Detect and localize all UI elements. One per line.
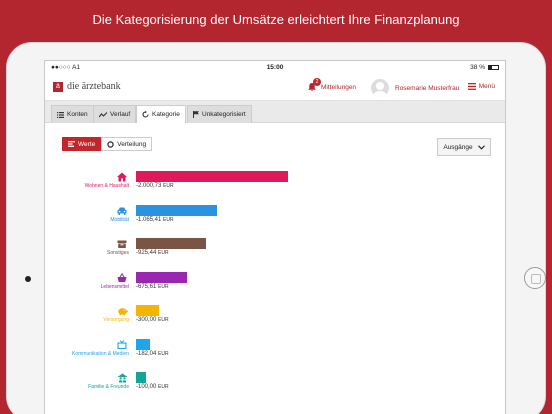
carrier-signal: ●●○○○ A1 xyxy=(51,64,81,71)
notifications-button[interactable]: 2 Mitteilungen xyxy=(307,78,357,92)
notification-badge: 2 xyxy=(313,78,321,86)
list-icon xyxy=(57,111,64,118)
basket-icon xyxy=(117,270,127,282)
tab-unkategorisiert[interactable]: Unkategorisiert xyxy=(187,105,252,123)
category-label: Wohnen & Haushalt xyxy=(84,183,129,189)
status-bar: ●●○○○ A1 15:00 38 % xyxy=(45,61,505,75)
category-bar xyxy=(136,305,159,316)
bell-icon: 2 xyxy=(307,78,321,92)
tab-label: Kategorie xyxy=(152,111,180,118)
category-bar xyxy=(136,338,150,350)
category-panel: Werte Verteilung Ausgänge Wohnen & Haush… xyxy=(45,123,505,413)
distribution-toggle-button[interactable]: Verteilung xyxy=(101,137,153,151)
promo-headline: Die Kategorisierung der Umsätze erleicht… xyxy=(92,12,460,27)
menu-button[interactable]: Menü xyxy=(467,83,495,90)
category-amount: -300,00 EUR xyxy=(136,317,169,323)
avatar xyxy=(371,79,389,97)
tab-label: Konten xyxy=(67,111,88,118)
status-time: 15:00 xyxy=(266,64,284,71)
category-row[interactable]: Lebensmittel -675,61 EUR xyxy=(45,270,505,300)
bars-icon xyxy=(68,141,75,147)
tab-konten[interactable]: Konten xyxy=(51,105,94,123)
category-row[interactable]: Wohnen & Haushalt -2.000,73 EUR xyxy=(45,169,505,199)
people-icon xyxy=(117,370,128,383)
category-amount: -100,00 EUR xyxy=(136,384,169,390)
flag-icon xyxy=(193,111,199,118)
car-icon xyxy=(117,203,127,215)
category-bar xyxy=(136,372,146,383)
category-label: Sonstiges xyxy=(107,250,129,256)
direction-select[interactable]: Ausgänge xyxy=(437,138,491,156)
tab-verlauf[interactable]: Verlauf xyxy=(93,105,137,123)
ring-icon xyxy=(107,140,114,148)
logo-text: die ärztebank xyxy=(67,81,121,92)
menu-label: Menü xyxy=(478,83,495,90)
category-label: Kommunikation & Medien xyxy=(72,350,129,357)
tab-label: Verlauf xyxy=(110,111,131,118)
trend-icon xyxy=(99,111,107,117)
box-icon xyxy=(117,236,127,248)
tab-kategorie[interactable]: Kategorie xyxy=(136,105,186,123)
category-amount: -182,04 EUR xyxy=(136,350,169,357)
category-row[interactable]: Versorgung -300,00 EUR xyxy=(45,303,505,333)
category-row[interactable]: Kommunikation & Medien -182,04 EUR xyxy=(45,337,505,367)
tab-label: Unkategorisiert xyxy=(202,111,246,118)
category-label: Familie & Freunde xyxy=(88,384,129,390)
refresh-icon xyxy=(142,111,149,118)
home-button[interactable] xyxy=(524,267,546,289)
category-amount: -2.000,73 EUR xyxy=(136,183,174,189)
values-toggle-button[interactable]: Werte xyxy=(62,137,102,151)
category-amount: -1.065,41 EUR xyxy=(136,216,174,223)
hamburger-icon xyxy=(467,83,476,90)
category-bar xyxy=(136,204,217,216)
category-row[interactable]: Familie & Freunde -100,00 EUR xyxy=(45,370,505,400)
notifications-label: Mitteilungen xyxy=(321,83,357,91)
bank-logo[interactable]: ä die ärztebank xyxy=(53,81,121,92)
category-amount: -925,44 EUR xyxy=(136,250,169,256)
logo-mark-icon: ä xyxy=(53,81,63,92)
category-bar xyxy=(136,271,188,283)
category-amount: -675,61 EUR xyxy=(136,283,169,290)
direction-select-value: Ausgänge xyxy=(443,143,473,151)
category-bar xyxy=(136,238,207,249)
category-row[interactable]: Mobilität -1.065,41 EUR xyxy=(45,203,505,233)
user-name: Rosemarie Musterfrau xyxy=(395,84,460,92)
category-label: Lebensmittel xyxy=(100,283,129,290)
category-label: Versorgung xyxy=(103,317,129,323)
tv-icon xyxy=(117,337,127,349)
battery-percent: 38 % xyxy=(470,64,485,71)
category-bar xyxy=(136,171,288,182)
user-profile[interactable]: Rosemarie Musterfrau xyxy=(371,79,459,97)
piggy-bank-icon xyxy=(117,303,128,316)
chevron-down-icon xyxy=(477,144,485,150)
category-label: Mobilität xyxy=(110,216,129,223)
app-screen: ●●○○○ A1 15:00 38 % ä die ärztebank 2 Mi… xyxy=(44,60,506,414)
view-toggle: Werte Verteilung xyxy=(62,137,153,151)
app-header: ä die ärztebank 2 Mitteilungen Rosemarie… xyxy=(45,75,505,101)
category-row[interactable]: Sonstiges -925,44 EUR xyxy=(45,236,505,266)
battery-icon xyxy=(488,65,499,70)
house-icon xyxy=(117,169,127,182)
tab-bar: Konten Verlauf Kategorie Unkategorisiert xyxy=(45,101,505,123)
camera-icon xyxy=(25,276,31,282)
